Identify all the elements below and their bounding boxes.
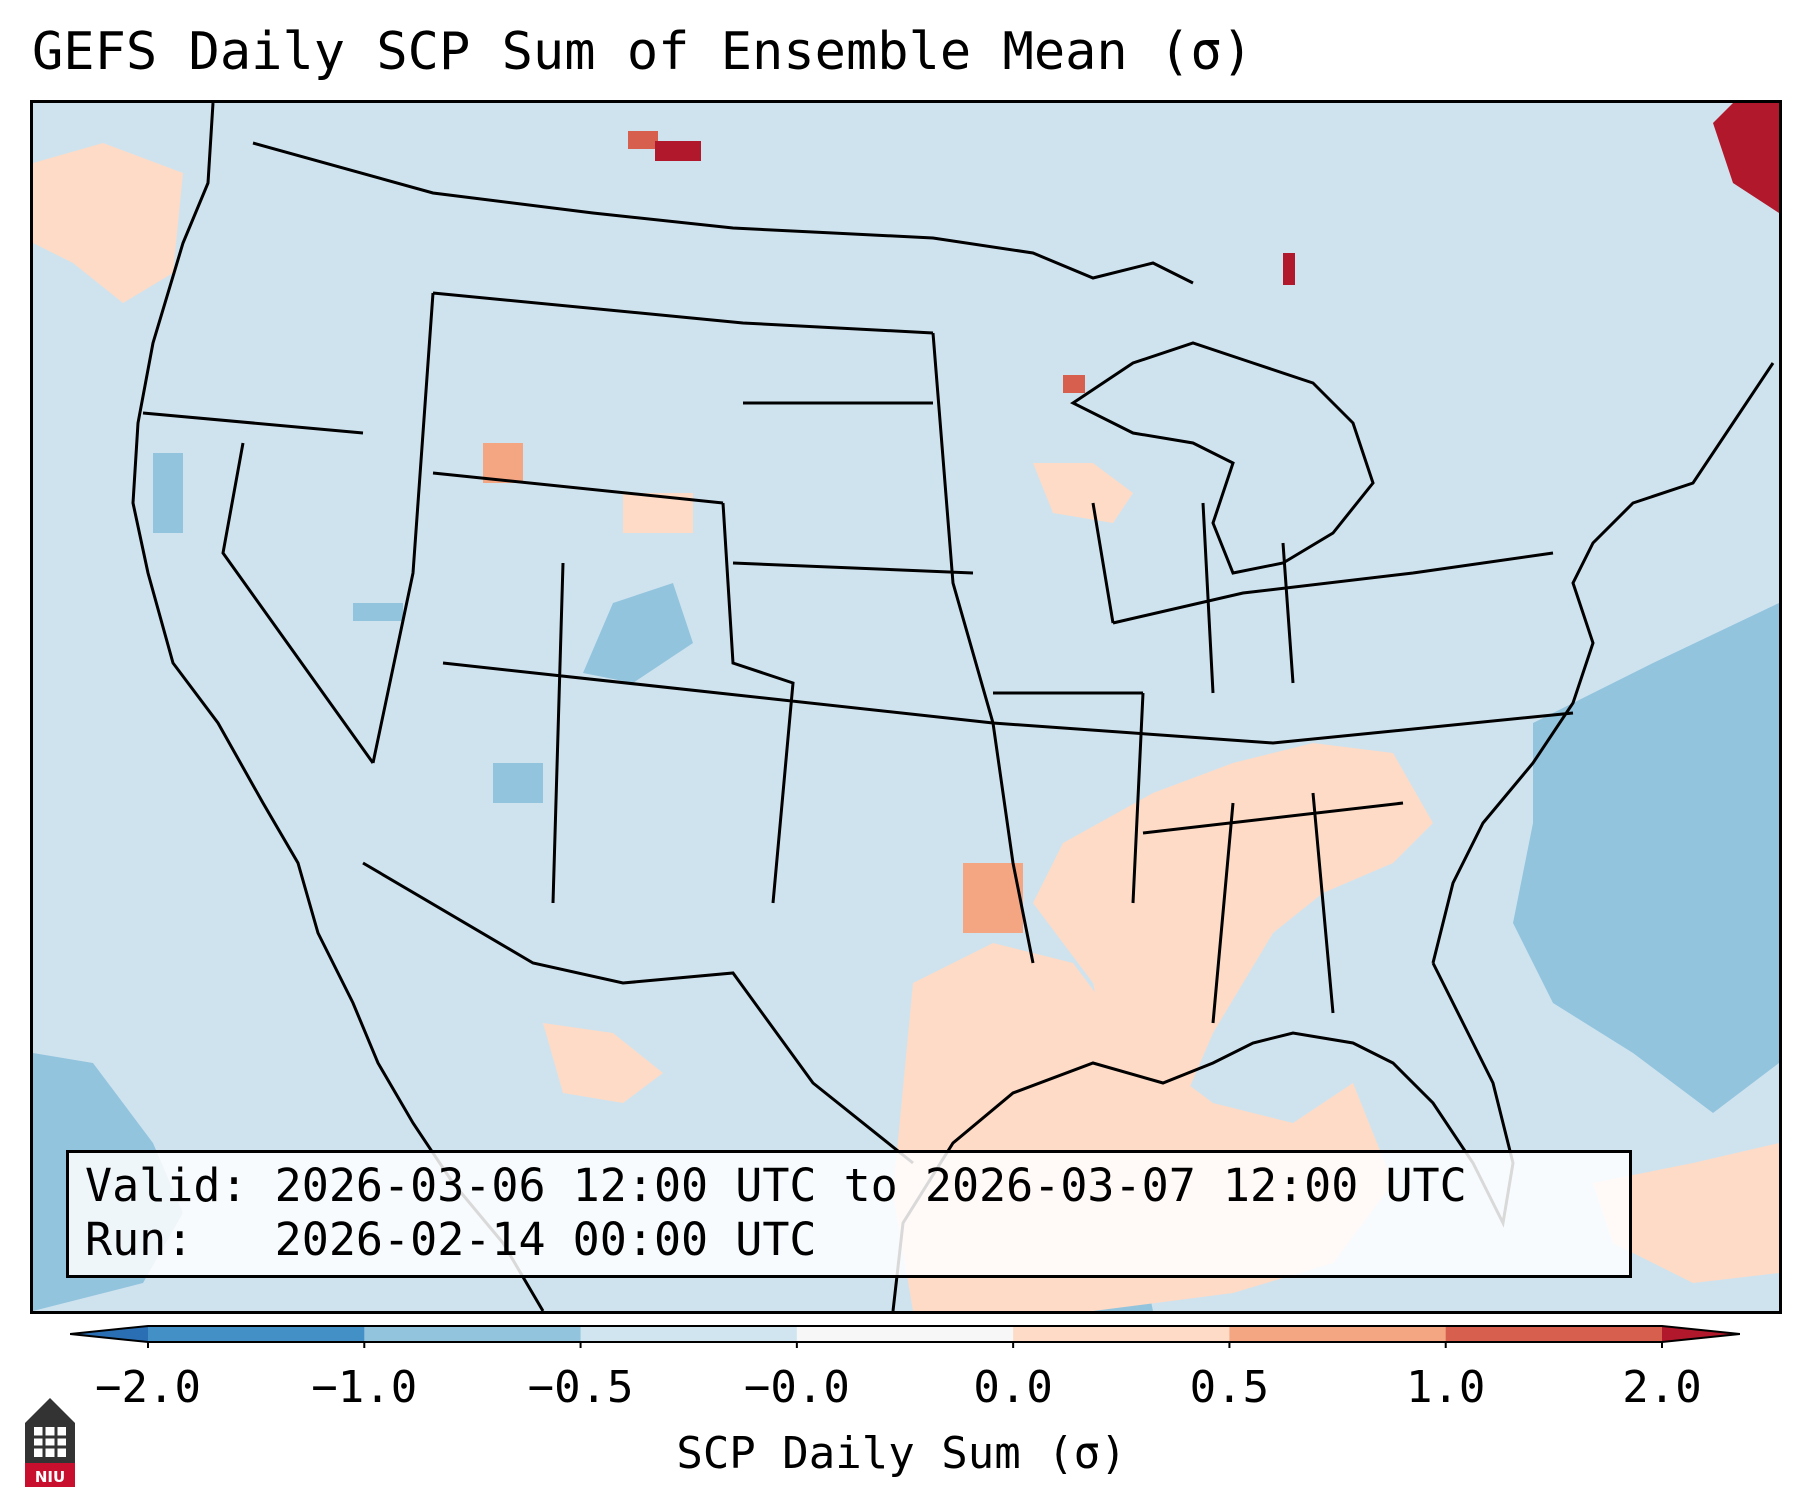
map-panel — [30, 100, 1782, 1314]
colorbar-tick-label: 0.0 — [973, 1362, 1053, 1413]
montana-hotspot — [628, 131, 658, 149]
southeast-positive-area — [1033, 743, 1433, 1103]
colorbar-segment — [364, 1326, 582, 1342]
colorbar-tick-label: −2.0 — [95, 1362, 201, 1413]
colorbar-tick-label: 1.0 — [1405, 1362, 1486, 1413]
atlantic-negative-area — [1513, 603, 1779, 1113]
colorbar — [70, 1325, 1740, 1348]
mexico-border — [362, 861, 914, 1165]
pacific-northwest-positive-area — [33, 143, 183, 303]
state-line-wa-or — [142, 411, 364, 435]
texas-positive — [963, 863, 1023, 933]
valid-label: Valid: — [85, 1159, 248, 1212]
idaho-positive — [483, 443, 523, 483]
map-canvas — [33, 103, 1779, 1311]
run-value: 2026-02-14 00:00 UTC — [274, 1213, 817, 1266]
colorbar-segment — [580, 1326, 798, 1342]
colorbar-segment — [1445, 1326, 1663, 1342]
validity-info-box: Valid: 2026-03-06 12:00 UTC to 2026-03-0… — [66, 1150, 1632, 1278]
chart-title: GEFS Daily SCP Sum of Ensemble Mean (σ) — [32, 22, 1253, 82]
state-line-plains — [732, 332, 1143, 964]
colorbar-tick-label: −0.0 — [743, 1362, 850, 1413]
upper-midwest-positive-area — [1033, 463, 1133, 523]
boundary-lines — [131, 103, 1775, 1311]
wisconsin-hotspot — [1063, 375, 1085, 393]
pacific-coastline — [131, 103, 545, 1311]
quebec-max-area — [1713, 103, 1779, 213]
colorbar-extend-high — [1662, 1326, 1740, 1342]
colorbar-extend-low — [70, 1326, 148, 1342]
state-line-west-grid — [371, 291, 1574, 904]
anomaly-shading — [33, 103, 1779, 1311]
nevada-negative — [353, 603, 403, 621]
great-lakes-outline — [1070, 341, 1375, 575]
colorbar-segment — [1229, 1326, 1447, 1342]
state-line-southeast — [1131, 692, 1404, 1024]
valid-value: 2026-03-06 12:00 UTC to 2026-03-07 12:00… — [274, 1159, 1467, 1212]
atlantic-coastline — [1431, 362, 1775, 964]
state-line-ca-nv — [221, 442, 375, 764]
ontario-hotspot — [1283, 253, 1295, 285]
valid-line: Valid: 2026-03-06 12:00 UTC to 2026-03-0… — [85, 1159, 1629, 1213]
colorbar-tick-label: 2.0 — [1622, 1362, 1702, 1413]
colorbar-segment — [1013, 1326, 1230, 1342]
montana-max — [655, 141, 701, 161]
colorbar-tick-label: 0.5 — [1189, 1362, 1270, 1413]
colorbar-label: SCP Daily Sum (σ) — [676, 1428, 1127, 1479]
colorbar-segment — [148, 1326, 365, 1342]
gulf-coastline — [891, 962, 1515, 1311]
state-line-midwest — [1091, 502, 1554, 694]
run-label: Run: — [85, 1213, 194, 1266]
caribbean-positive-area — [1593, 1143, 1779, 1283]
colorbar-segment — [796, 1326, 1014, 1342]
colorbar-tick-label: −1.0 — [311, 1362, 418, 1413]
colorbar-tick-label: −0.5 — [527, 1362, 634, 1413]
california-negative — [153, 453, 183, 533]
canada-border — [252, 141, 1194, 285]
run-line: Run: 2026-02-14 00:00 UTC — [85, 1213, 1629, 1267]
logo-text: NIU — [35, 1468, 65, 1486]
four-corners-negative-area — [583, 583, 693, 683]
mexico-positive-area — [543, 1023, 663, 1103]
arizona-negative — [493, 763, 543, 803]
niu-logo-icon: NIU — [25, 1398, 75, 1487]
